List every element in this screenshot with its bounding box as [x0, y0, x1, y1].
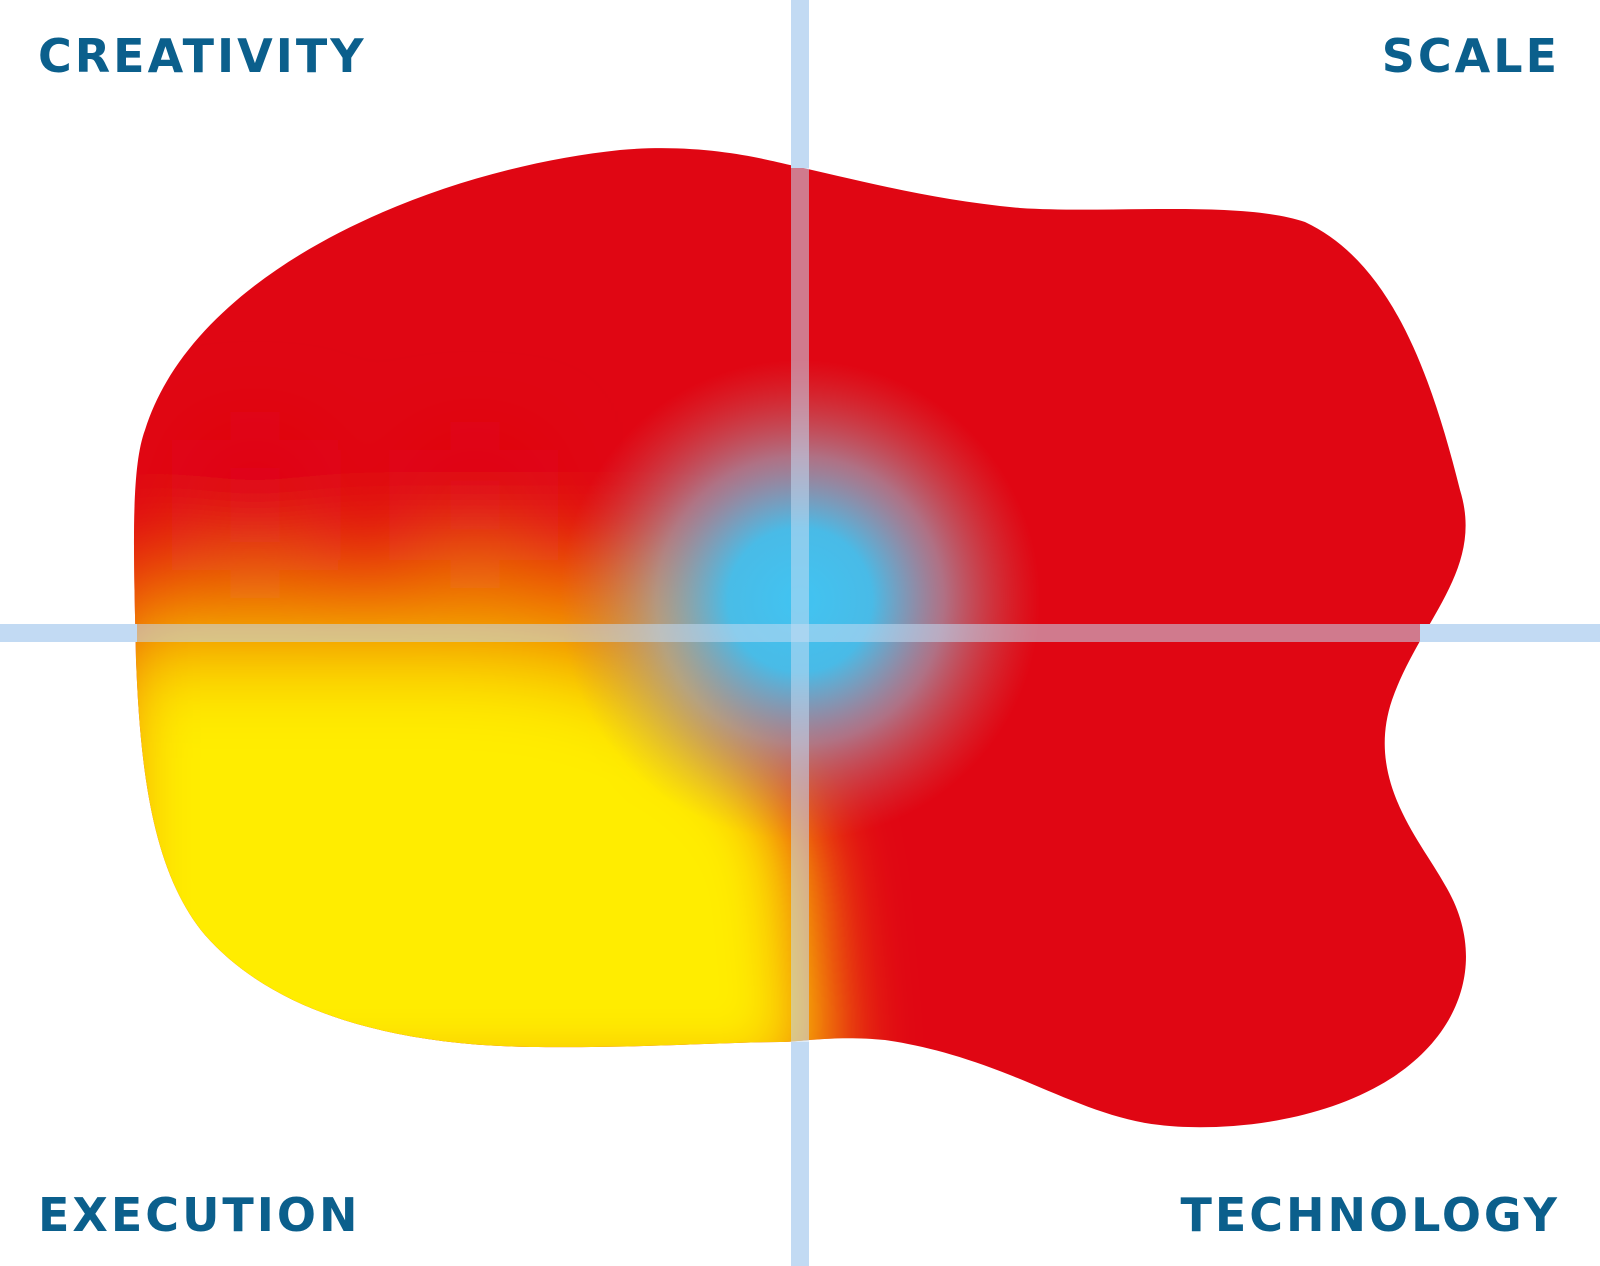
- blob-red-dip-right: [420, 450, 530, 560]
- quadrant-label-top-left: CREATIVITY: [38, 29, 367, 83]
- horizontal-axis-outer-left: [0, 624, 137, 642]
- blob-red-dip-left: [200, 440, 310, 570]
- quadrant-label-top-right: SCALE: [1381, 29, 1560, 83]
- horizontal-axis-outer-right: [1420, 624, 1600, 642]
- vertical-axis-outer-bottom: [791, 1042, 809, 1266]
- vertical-axis-outer-top: [791, 0, 809, 168]
- horizontal-axis: [0, 624, 1600, 642]
- quadrant-label-bottom-left: EXECUTION: [38, 1188, 361, 1242]
- quadrant-label-bottom-right: TECHNOLOGY: [1180, 1188, 1560, 1242]
